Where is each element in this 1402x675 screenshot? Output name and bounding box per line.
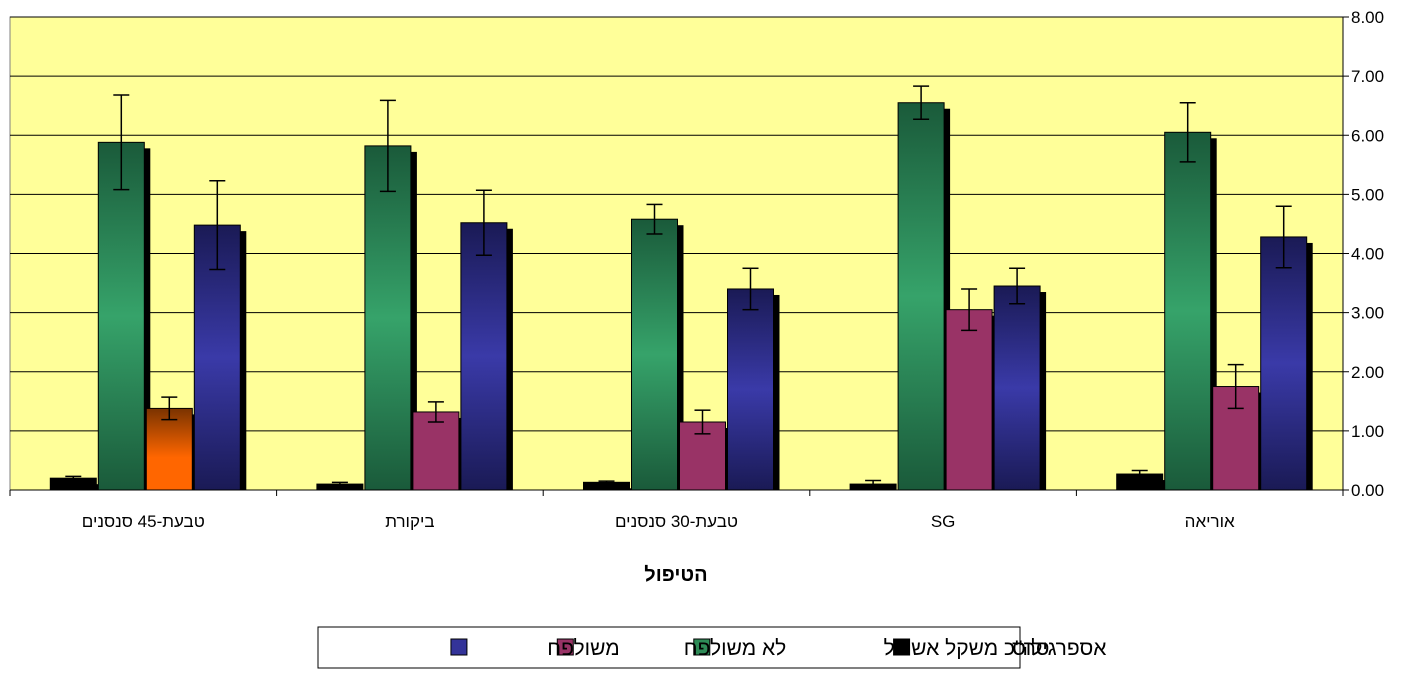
legend-label: אספרגילוס bbox=[1012, 637, 1106, 660]
bar-סה"כ משקל אשכול bbox=[631, 218, 678, 491]
category-label: טבעת-45 סנסנים bbox=[82, 512, 205, 531]
legend-label: לא משולפח bbox=[684, 637, 787, 660]
bar-לא משולפח bbox=[145, 407, 193, 491]
category-label: SG bbox=[931, 512, 956, 531]
y-tick-label: 5.00 bbox=[1351, 185, 1384, 204]
y-tick-label: 6.00 bbox=[1351, 126, 1384, 145]
bar-סה"כ משקל אשכול bbox=[897, 102, 945, 491]
x-axis-title: הטיפול bbox=[644, 564, 707, 586]
bar-לא משולפח bbox=[412, 411, 460, 491]
y-tick-label: 4.00 bbox=[1351, 245, 1384, 264]
bar-לא משולפח bbox=[945, 309, 993, 491]
legend-swatch bbox=[556, 638, 574, 656]
y-tick-label: 1.00 bbox=[1351, 422, 1384, 441]
category-label: אוריאה bbox=[1185, 512, 1235, 531]
category-label: טבעת-30 סנסנים bbox=[615, 512, 738, 531]
y-tick-label: 3.00 bbox=[1351, 304, 1384, 323]
legend-label: סה"כ משקל אשכול bbox=[884, 637, 1050, 660]
category-label: ביקורת bbox=[385, 512, 434, 531]
bar-משולפח bbox=[460, 222, 508, 491]
y-tick-label: 0.00 bbox=[1351, 481, 1384, 500]
legend-label: משולפח bbox=[547, 637, 619, 660]
bar-משולפח bbox=[1260, 236, 1308, 491]
bar-סה"כ משקל אשכול bbox=[97, 141, 145, 491]
y-tick-label: 8.00 bbox=[1351, 8, 1384, 27]
bar-סה"כ משקל אשכול bbox=[1164, 131, 1212, 491]
y-tick-label: 7.00 bbox=[1351, 67, 1384, 86]
bar-משולפח bbox=[993, 285, 1041, 491]
y-tick-label: 2.00 bbox=[1351, 363, 1384, 382]
legend-swatch bbox=[893, 638, 911, 656]
legend-swatch bbox=[450, 638, 468, 656]
bar-משולפח bbox=[727, 288, 774, 491]
bar-סה"כ משקל אשכול bbox=[364, 145, 412, 491]
legend-swatch bbox=[693, 638, 711, 656]
